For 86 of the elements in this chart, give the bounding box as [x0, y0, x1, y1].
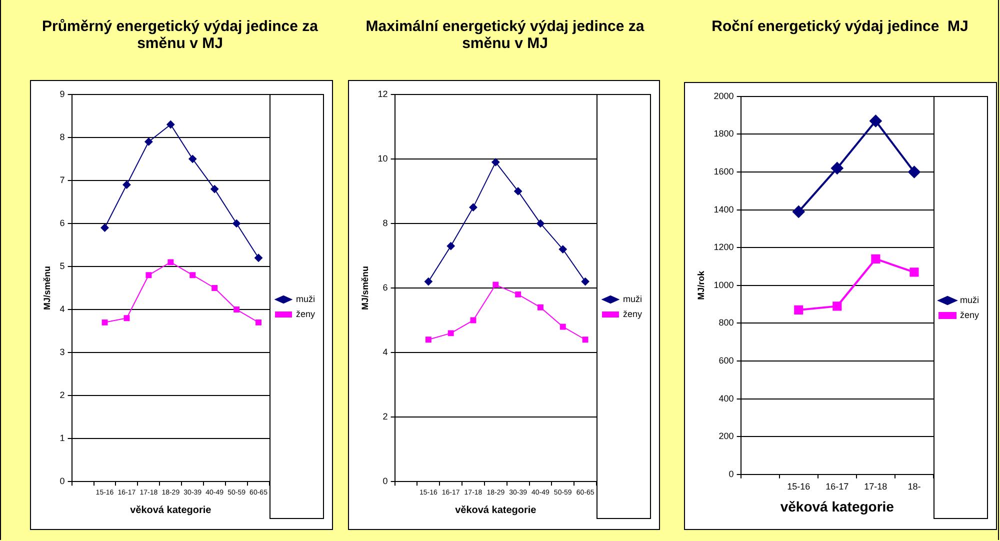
point — [168, 259, 174, 266]
point — [558, 245, 567, 254]
y-tick-label: 800 — [718, 318, 734, 328]
y-tick-label: 1400 — [714, 204, 734, 214]
chart-title: Maximální energetický výdaj jedince za směnu v MJ — [364, 18, 646, 52]
y-tick-label: 1 — [60, 433, 65, 444]
x-axis-title: věková kategorie — [780, 498, 894, 514]
point — [146, 272, 152, 278]
point — [492, 282, 499, 288]
x-tick-label: 16-17 — [826, 481, 849, 492]
point — [492, 158, 500, 166]
y-tick-label: 3 — [60, 347, 65, 358]
point — [910, 268, 919, 277]
point — [792, 206, 805, 218]
point — [424, 278, 432, 286]
point — [514, 187, 522, 196]
y-tick-label: 2 — [382, 412, 388, 422]
y-tick-label: 5 — [60, 260, 65, 271]
y-tick-label: 4 — [382, 347, 388, 358]
point — [831, 162, 844, 174]
point — [469, 203, 478, 212]
legend-label: ženy — [296, 308, 316, 319]
y-tick-label: 1600 — [714, 166, 734, 176]
y-tick-label: 12 — [378, 88, 388, 99]
y-tick-label: 8 — [382, 218, 388, 228]
point — [124, 315, 130, 322]
x-tick-label: 17-18 — [864, 481, 888, 492]
point — [582, 336, 588, 343]
point — [256, 319, 262, 326]
point — [515, 291, 522, 298]
point — [832, 302, 842, 311]
legend-label: muži — [622, 294, 642, 304]
y-tick-label: 0 — [382, 476, 388, 486]
y-tick-label: 1200 — [714, 242, 734, 252]
point — [870, 114, 882, 127]
point — [210, 185, 219, 194]
y-tick-label: 6 — [60, 218, 65, 228]
point — [425, 336, 432, 343]
point — [448, 330, 454, 336]
y-tick-label: 2000 — [714, 90, 734, 101]
chart-title: Průměrný energetický výdaj jedince za směnu v MJ — [41, 18, 319, 52]
y-tick-label: 4 — [60, 304, 65, 314]
point — [102, 319, 108, 326]
y-tick-label: 200 — [718, 431, 734, 442]
point — [908, 166, 920, 178]
legend-label: ženy — [622, 308, 642, 319]
legend-label: muži — [960, 294, 980, 305]
point — [446, 242, 455, 250]
y-tick-label: 9 — [60, 88, 65, 99]
y-tick-label: 6 — [382, 282, 388, 292]
point — [144, 138, 153, 146]
y-tick-label: 2 — [60, 390, 65, 400]
x-tick-label: 15-16 — [787, 481, 810, 492]
y-axis-title: MJ/rok — [696, 270, 706, 300]
y-tick-label: 1000 — [714, 280, 734, 290]
point — [100, 224, 109, 232]
y-axis-title: MJ/směnu — [360, 266, 370, 310]
point — [122, 180, 131, 189]
point — [166, 120, 175, 129]
legend-label: muži — [296, 294, 316, 304]
point — [254, 254, 263, 262]
y-tick-label: 400 — [718, 393, 734, 404]
y-tick-label: 7 — [60, 174, 65, 185]
point — [581, 278, 590, 286]
point — [560, 324, 566, 330]
x-axis-title: věková kategorie — [455, 504, 537, 516]
point — [871, 254, 880, 264]
legend-label: ženy — [960, 310, 980, 320]
chart-title: Roční energetický výdaj jedince MJ — [710, 18, 970, 35]
point — [190, 272, 196, 278]
point — [536, 219, 544, 228]
x-tick-label: 18- — [908, 481, 921, 492]
x-axis-title: věková kategorie — [130, 504, 212, 516]
point — [234, 306, 240, 312]
point — [232, 219, 241, 228]
point — [794, 305, 804, 315]
y-tick-label: 600 — [718, 355, 734, 366]
y-tick-label: 1800 — [714, 128, 734, 139]
y-tick-label: 0 — [60, 476, 65, 486]
point — [212, 285, 218, 291]
y-tick-label: 8 — [60, 132, 65, 142]
y-axis-title: MJ/směnu — [42, 266, 52, 310]
point — [188, 154, 197, 163]
y-tick-label: 10 — [378, 153, 388, 164]
point — [537, 304, 544, 310]
y-tick-label: 0 — [728, 468, 734, 479]
